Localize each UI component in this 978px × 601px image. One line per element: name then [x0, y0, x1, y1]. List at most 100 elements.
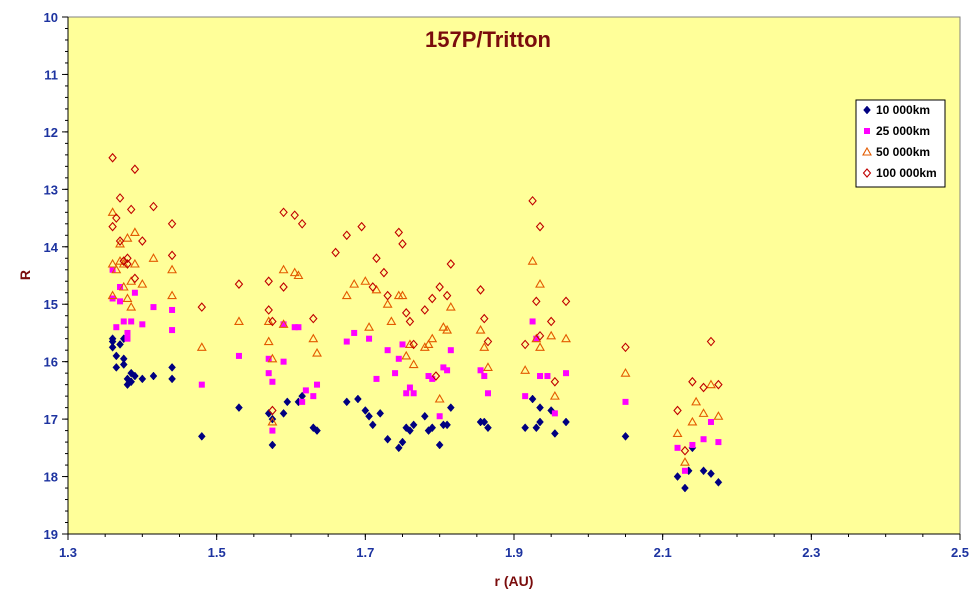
data-point [673, 405, 682, 416]
data-point [431, 371, 441, 381]
data-point [366, 335, 373, 342]
x-tick-label: 1.3 [59, 545, 77, 560]
data-point [706, 379, 716, 389]
data-point [409, 420, 418, 430]
data-point [475, 324, 486, 334]
data-point [394, 443, 403, 453]
data-point [398, 437, 407, 447]
data-point [532, 423, 541, 433]
data-point [484, 390, 491, 397]
data-marks [107, 152, 724, 493]
data-point [235, 352, 242, 359]
data-point [622, 398, 629, 405]
data-point [699, 382, 708, 393]
data-point [376, 408, 385, 418]
data-point [419, 342, 430, 351]
data-point [313, 426, 321, 435]
data-point [331, 247, 340, 258]
data-point [269, 427, 276, 434]
data-point [119, 256, 128, 266]
data-point [672, 428, 683, 438]
data-point [429, 375, 436, 382]
data-point [386, 316, 397, 326]
data-point [364, 322, 374, 331]
y-tick-label: 13 [44, 182, 58, 197]
legend-marker [864, 128, 870, 134]
data-point [111, 264, 122, 274]
data-point [128, 318, 135, 325]
data-point [118, 281, 129, 291]
data-point [423, 339, 434, 348]
data-point [394, 227, 404, 238]
data-point [117, 283, 124, 290]
data-point [680, 457, 690, 466]
data-point [283, 397, 292, 407]
data-point [108, 342, 117, 352]
data-point [383, 434, 392, 444]
y-tick-label: 14 [44, 240, 59, 255]
data-point [308, 333, 319, 343]
data-point [265, 355, 272, 362]
y-tick-label: 17 [44, 412, 58, 427]
data-point [528, 394, 537, 404]
data-point [360, 276, 371, 285]
data-point [536, 403, 544, 413]
series-3 [107, 207, 724, 466]
data-point [442, 290, 452, 301]
data-point [234, 316, 244, 326]
data-point [537, 373, 544, 380]
y-axis-title: R [17, 270, 33, 280]
data-point [280, 321, 287, 328]
data-point [399, 341, 406, 348]
data-point [268, 440, 277, 450]
data-point [126, 204, 136, 215]
data-point [278, 319, 289, 328]
data-point [107, 290, 118, 300]
data-point [119, 360, 128, 369]
legend: 10 000km 25 000km 50 000km 100 000km [855, 99, 946, 188]
x-axis-title: r (AU) [495, 573, 534, 589]
data-point [681, 467, 688, 474]
data-point [395, 355, 402, 362]
data-point [535, 221, 545, 232]
data-point [169, 306, 176, 313]
data-point [138, 374, 147, 384]
data-point [234, 279, 244, 289]
data-point [149, 371, 158, 381]
data-point [447, 347, 454, 354]
legend-label: 10 000km [876, 103, 930, 117]
data-point [122, 293, 133, 303]
data-point [108, 221, 117, 232]
data-point [707, 469, 715, 479]
data-point [264, 305, 273, 315]
data-point [357, 221, 366, 232]
data-point [561, 296, 571, 307]
data-point [522, 393, 529, 400]
data-point [265, 370, 272, 377]
data-point [405, 316, 415, 327]
x-tick-label: 1.5 [208, 545, 226, 560]
data-point [130, 164, 140, 175]
data-point [351, 329, 358, 336]
data-point [289, 267, 300, 277]
data-point [167, 264, 178, 274]
data-point [481, 373, 488, 380]
data-point [714, 379, 723, 390]
data-point [620, 368, 631, 377]
data-point [699, 466, 708, 476]
data-point [428, 293, 437, 304]
data-point [123, 259, 132, 269]
y-tick-label: 12 [44, 125, 58, 140]
data-point [446, 403, 455, 413]
data-point [700, 436, 707, 443]
data-point [479, 342, 490, 351]
data-point [120, 318, 127, 325]
data-point [480, 313, 489, 324]
data-point [115, 193, 125, 203]
data-point [484, 423, 492, 433]
data-point [428, 423, 437, 433]
data-point [131, 289, 138, 296]
data-point [129, 258, 140, 268]
data-point [130, 273, 140, 284]
